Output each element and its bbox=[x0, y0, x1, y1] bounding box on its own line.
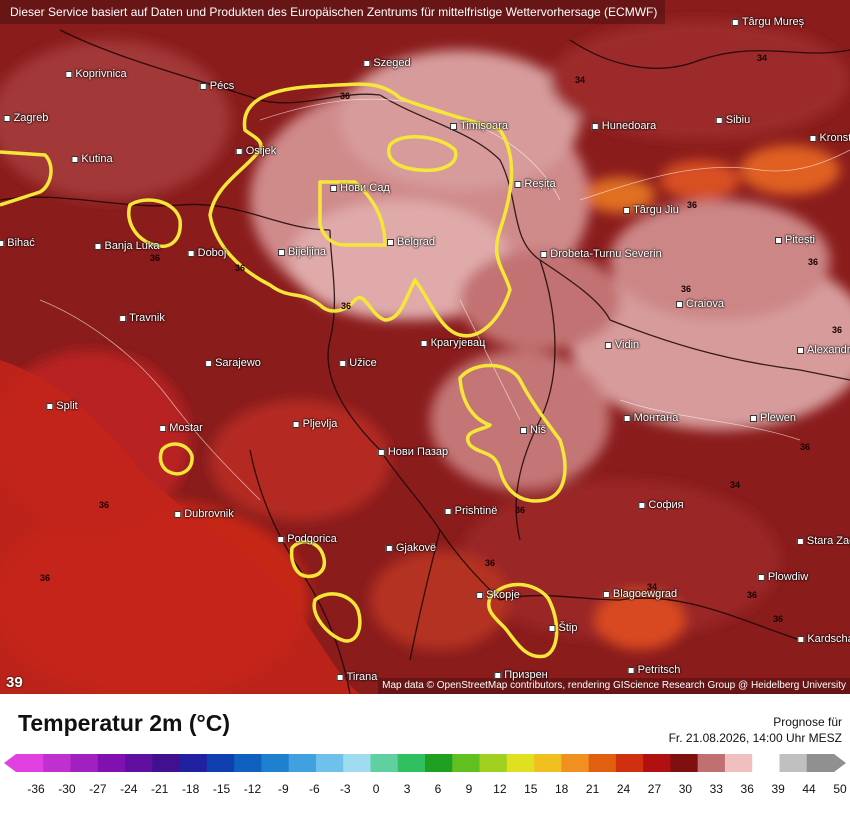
scale-segment bbox=[288, 754, 317, 772]
isotherm-label: 36 bbox=[680, 284, 692, 294]
map-attribution: Map data © OpenStreetMap contributors, r… bbox=[378, 678, 850, 694]
scale-tick-label: -12 bbox=[243, 782, 262, 796]
scale-segment bbox=[479, 754, 508, 772]
isotherm-label: 34 bbox=[756, 53, 768, 63]
scale-tick-label: 6 bbox=[434, 782, 442, 796]
isotherm-label: 36 bbox=[149, 253, 161, 263]
scale-segment bbox=[43, 754, 72, 772]
isotherm-label: 36 bbox=[514, 505, 526, 515]
scale-tick-label: 33 bbox=[709, 782, 723, 796]
scale-segment bbox=[206, 754, 235, 772]
scale-segment bbox=[315, 754, 344, 772]
forecast-heading: Prognose für bbox=[773, 715, 842, 729]
scale-tick-label: 30 bbox=[678, 782, 693, 796]
temperature-map[interactable]: Dieser Service basiert auf Daten und Pro… bbox=[0, 0, 850, 694]
isotherm-label: 34 bbox=[574, 75, 586, 85]
scale-segment bbox=[452, 754, 481, 772]
scale-tick-label: 50 bbox=[833, 782, 847, 796]
legend-title: Temperatur 2m (°C) bbox=[18, 710, 230, 736]
scale-tick-label: -36 bbox=[27, 782, 45, 796]
temperature-legend: Temperatur 2m (°C) Prognose für Fr. 21.0… bbox=[0, 694, 850, 814]
isotherm-label: 36 bbox=[831, 325, 843, 335]
scale-segment bbox=[506, 754, 535, 772]
scale-segment bbox=[779, 754, 808, 772]
scale-tick-label: 15 bbox=[524, 782, 538, 796]
scale-segment bbox=[615, 754, 644, 772]
map-canvas bbox=[0, 0, 850, 694]
scale-segment bbox=[397, 754, 426, 772]
isotherm-label: 34 bbox=[729, 480, 741, 490]
isotherm-label: 36 bbox=[484, 558, 496, 568]
scale-segment bbox=[261, 754, 290, 772]
scale-segment bbox=[234, 754, 262, 772]
scale-segment bbox=[97, 754, 126, 772]
scale-segment bbox=[70, 754, 99, 772]
scale-tick-label: 44 bbox=[802, 782, 816, 796]
scale-tick-label: -15 bbox=[212, 782, 231, 796]
isotherm-label: 36 bbox=[234, 263, 246, 273]
scale-tick-label: 18 bbox=[555, 782, 569, 796]
scale-segment bbox=[343, 754, 372, 772]
forecast-time: Prognose für Fr. 21.08.2026, 14:00 Uhr M… bbox=[669, 714, 842, 746]
scale-tick-label: 21 bbox=[585, 782, 600, 796]
isotherm-label: 36 bbox=[98, 500, 110, 510]
scale-segment bbox=[425, 754, 453, 772]
scale-tick-label: -6 bbox=[308, 782, 320, 796]
scale-segment bbox=[370, 754, 399, 772]
scale-tick-label: 24 bbox=[616, 782, 631, 796]
scale-segment bbox=[588, 754, 617, 772]
isotherm-label: 36 bbox=[339, 91, 351, 101]
scale-segment bbox=[534, 754, 562, 772]
scale-tick-label: 3 bbox=[403, 782, 411, 796]
scale-segment bbox=[152, 754, 181, 772]
corner-value: 39 bbox=[6, 674, 23, 691]
scale-min-arrow bbox=[4, 754, 16, 772]
isotherm-label: 36 bbox=[799, 442, 811, 452]
isotherm-label: 34 bbox=[646, 582, 658, 592]
isotherm-label: 36 bbox=[772, 614, 784, 624]
scale-tick-label: -24 bbox=[120, 782, 138, 796]
scale-segment bbox=[697, 754, 726, 772]
isotherm-label: 36 bbox=[340, 301, 352, 311]
scale-segment bbox=[179, 754, 208, 772]
isotherm-label: 36 bbox=[746, 590, 758, 600]
scale-tick-label: -30 bbox=[58, 782, 76, 796]
scale-tick-label: 27 bbox=[647, 782, 662, 796]
isotherm-label: 36 bbox=[39, 573, 51, 583]
scale-tick-label: 0 bbox=[372, 782, 380, 796]
scale-segment bbox=[125, 754, 153, 772]
scale-tick-label: -9 bbox=[278, 782, 289, 796]
scale-tick-label: -3 bbox=[339, 782, 351, 796]
scale-tick-label: 12 bbox=[493, 782, 507, 796]
scale-segment bbox=[806, 754, 835, 772]
scale-segment bbox=[16, 754, 44, 772]
scale-max-arrow bbox=[834, 754, 846, 772]
scale-tick-label: -21 bbox=[151, 782, 169, 796]
scale-tick-label: -27 bbox=[89, 782, 107, 796]
scale-tick-label: 39 bbox=[771, 782, 785, 796]
forecast-datetime: Fr. 21.08.2026, 14:00 Uhr MESZ bbox=[668, 731, 842, 745]
scale-segment bbox=[561, 754, 590, 772]
isotherm-label: 36 bbox=[686, 200, 698, 210]
scale-segment bbox=[670, 754, 699, 772]
scale-tick-label: 36 bbox=[740, 782, 754, 796]
scale-tick-label: 9 bbox=[465, 782, 473, 796]
isotherm-label: 36 bbox=[807, 257, 819, 267]
color-scale bbox=[4, 754, 846, 772]
scale-tick-label: -18 bbox=[181, 782, 200, 796]
scale-segment bbox=[643, 754, 671, 772]
data-source-attribution: Dieser Service basiert auf Daten und Pro… bbox=[0, 0, 666, 24]
scale-segment bbox=[724, 754, 753, 772]
scale-segment bbox=[752, 754, 781, 772]
